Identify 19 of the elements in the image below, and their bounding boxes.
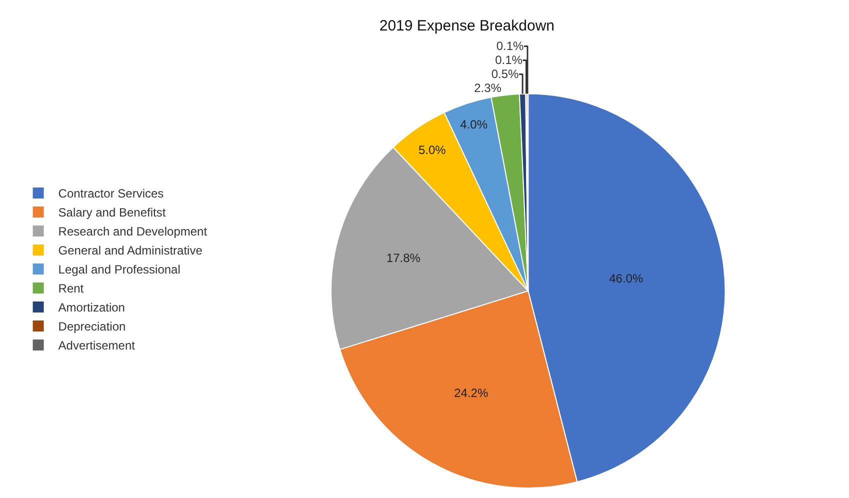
legend-label: Rent xyxy=(58,282,84,296)
legend-label: Research and Development xyxy=(58,224,208,239)
data-label: 0.1% xyxy=(496,39,524,54)
legend-label: Salary and Benefitst xyxy=(58,206,166,220)
chart-title: 2019 Expense Breakdown xyxy=(379,17,555,34)
legend-label: Advertisement xyxy=(58,338,136,353)
data-label: 46.0% xyxy=(609,272,644,286)
legend-label: Legal and Professional xyxy=(58,262,180,277)
data-label: 0.1% xyxy=(495,53,523,68)
legend-label: Contractor Services xyxy=(58,186,164,201)
data-label: 4.0% xyxy=(460,117,488,132)
legend-label: General and Administrative xyxy=(58,244,203,258)
legend-label: Amortization xyxy=(58,300,125,315)
data-label: 17.8% xyxy=(386,251,421,266)
legend-label: Depreciation xyxy=(58,320,126,334)
data-label: 24.2% xyxy=(454,386,488,400)
data-label: 2.3% xyxy=(474,81,502,96)
data-label: 0.5% xyxy=(491,67,520,82)
data-label: 5.0% xyxy=(418,142,446,157)
